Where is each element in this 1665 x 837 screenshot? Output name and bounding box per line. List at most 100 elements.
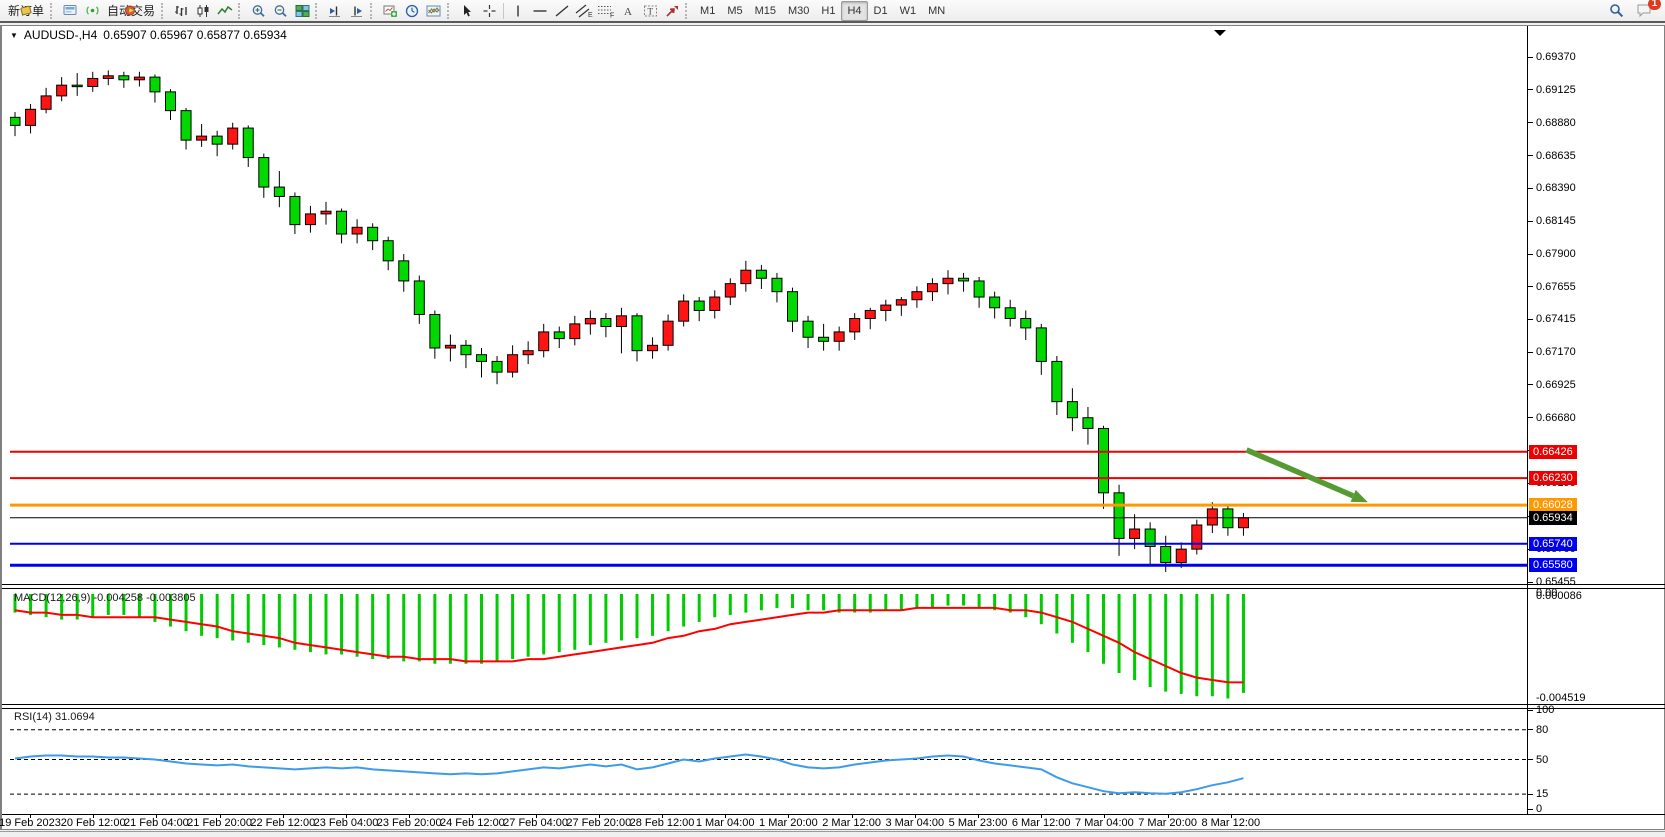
new-chart-button[interactable]: ▼: [379, 1, 401, 21]
candle[interactable]: [584, 310, 596, 335]
candle[interactable]: [56, 77, 68, 102]
candle[interactable]: [476, 347, 487, 378]
panel-separator-line[interactable]: [2, 708, 1665, 709]
candle[interactable]: [678, 294, 690, 327]
templates-button[interactable]: ▼: [423, 1, 445, 21]
candle[interactable]: [491, 356, 503, 385]
candle[interactable]: [71, 73, 83, 96]
candle[interactable]: [709, 290, 721, 319]
candle[interactable]: [10, 111, 21, 137]
candle[interactable]: [522, 341, 534, 365]
candle[interactable]: [538, 323, 550, 358]
candle[interactable]: [25, 103, 37, 134]
candle[interactable]: [647, 337, 659, 359]
notifications-button[interactable]: 1: [1633, 0, 1661, 21]
bar-chart-button[interactable]: [170, 1, 192, 21]
arrows-tool-button[interactable]: ▼: [661, 1, 683, 21]
price-chart-plot[interactable]: [10, 26, 1527, 584]
candle[interactable]: [911, 286, 923, 308]
rsi-indicator-plot[interactable]: [10, 709, 1527, 814]
macd-indicator-plot[interactable]: [10, 590, 1527, 704]
chart-shift-button[interactable]: [324, 1, 346, 21]
candle[interactable]: [818, 323, 830, 351]
candle[interactable]: [958, 272, 970, 292]
timeframe-button-m5[interactable]: M5: [727, 4, 743, 17]
text-label-tool-button[interactable]: T: [639, 1, 661, 21]
auto-trading-button[interactable]: 自动交易: [103, 1, 159, 21]
candle[interactable]: [1004, 299, 1016, 327]
text-tool-button[interactable]: A: [617, 1, 639, 21]
candle[interactable]: [1222, 504, 1234, 536]
new-order-button[interactable]: 新订单: [4, 1, 48, 21]
periods-button[interactable]: ▼: [401, 1, 423, 21]
chart-shift-marker[interactable]: [1214, 30, 1226, 36]
candle[interactable]: [553, 326, 565, 348]
candle[interactable]: [1237, 512, 1249, 536]
candle[interactable]: [600, 313, 612, 338]
candle[interactable]: [895, 297, 907, 316]
auto-scroll-button[interactable]: [346, 1, 368, 21]
candle[interactable]: [165, 89, 176, 121]
candle[interactable]: [973, 276, 985, 308]
candle[interactable]: [1066, 388, 1078, 432]
time-axis[interactable]: 19 Feb 2023 20 Feb 12:00 21 Feb 04:00 21 Fe…: [0, 814, 1527, 831]
candle[interactable]: [755, 264, 767, 289]
candle[interactable]: [367, 223, 379, 251]
candle[interactable]: [320, 201, 332, 225]
panel-separator-line[interactable]: [2, 584, 1665, 585]
candle[interactable]: [989, 291, 1001, 319]
timeframe-button-w1[interactable]: W1: [899, 4, 917, 17]
candle[interactable]: [149, 74, 161, 103]
candle[interactable]: [942, 270, 954, 295]
candle[interactable]: [133, 71, 145, 87]
candle[interactable]: [631, 313, 643, 362]
crosshair-tool-button[interactable]: [478, 1, 500, 21]
vertical-line-tool-button[interactable]: [507, 1, 529, 21]
candle[interactable]: [180, 107, 192, 150]
candle[interactable]: [460, 339, 472, 369]
candle[interactable]: [429, 310, 441, 359]
zoom-out-button[interactable]: [269, 1, 291, 21]
panel-separator-line[interactable]: [2, 704, 1665, 705]
candle[interactable]: [662, 314, 674, 351]
candle[interactable]: [258, 153, 270, 198]
equidistant-channel-tool-button[interactable]: E: [573, 1, 595, 21]
candle[interactable]: [1098, 425, 1109, 509]
trend-arrow-annotation[interactable]: [1245, 447, 1368, 503]
candle[interactable]: [87, 71, 99, 92]
candle[interactable]: [1191, 519, 1203, 555]
candle[interactable]: [102, 70, 114, 86]
panel-separator-line[interactable]: [2, 588, 1665, 589]
timeframe-button-m15[interactable]: M15: [754, 4, 776, 17]
candle[interactable]: [1020, 310, 1032, 340]
candle[interactable]: [1113, 484, 1125, 556]
candle[interactable]: [40, 87, 52, 114]
timeframe-button-mn[interactable]: MN: [928, 4, 946, 17]
one-click-trading-expander-icon[interactable]: ▼: [10, 30, 18, 40]
candle[interactable]: [118, 71, 130, 88]
candle[interactable]: [1082, 407, 1094, 445]
candle[interactable]: [227, 122, 239, 150]
candle[interactable]: [864, 307, 876, 330]
tile-windows-button[interactable]: [291, 1, 313, 21]
candle[interactable]: [802, 315, 814, 348]
candle[interactable]: [444, 334, 456, 362]
candle[interactable]: [351, 219, 363, 244]
candle[interactable]: [740, 260, 752, 292]
terminal-button[interactable]: [59, 1, 81, 21]
timeframe-button-m30[interactable]: M30: [788, 4, 810, 17]
candle[interactable]: [615, 307, 627, 354]
candlestick-chart-button[interactable]: [192, 1, 214, 21]
candle[interactable]: [304, 205, 316, 233]
trendline-tool-button[interactable]: [551, 1, 573, 21]
fibonacci-tool-button[interactable]: F: [595, 1, 617, 21]
zoom-in-button[interactable]: [247, 1, 269, 21]
candle[interactable]: [1051, 356, 1063, 416]
candle[interactable]: [273, 170, 285, 208]
candle[interactable]: [1175, 542, 1187, 568]
candle[interactable]: [771, 272, 783, 303]
timeframe-button-m1[interactable]: M1: [700, 4, 716, 17]
candle[interactable]: [926, 278, 938, 302]
candle[interactable]: [382, 236, 394, 271]
candle[interactable]: [507, 345, 519, 378]
